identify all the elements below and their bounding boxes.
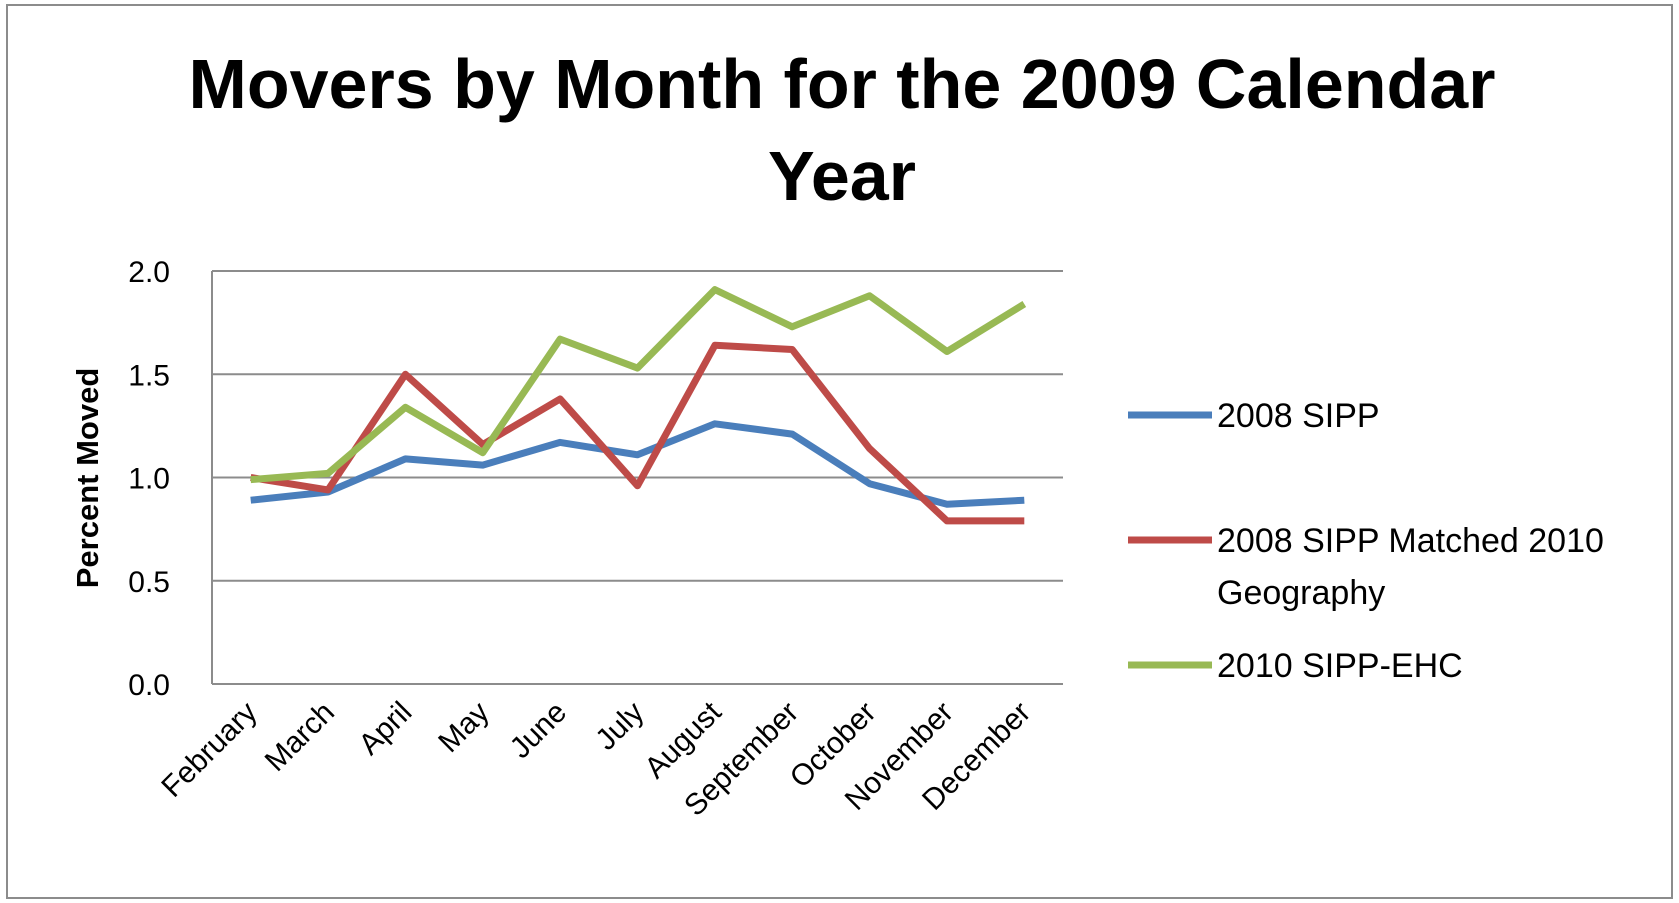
x-tick-label: May [432,696,495,759]
series-line [250,341,1025,525]
y-tick-labels: 0.0 0.5 1.0 1.5 2.0 [128,256,170,702]
gridlines [212,270,1063,582]
x-tick-label: March [259,696,341,778]
series-line [250,420,1025,508]
y-tick-label: 1.5 [128,359,170,392]
y-tick-label: 1.0 [128,463,170,496]
chart-title: Movers by Month for the 2009 Calendar Yea… [189,45,1496,215]
legend-label: Geography [1217,574,1385,612]
chart-title-line: Movers by Month for the 2009 Calendar [189,45,1496,123]
chart-title-line: Year [768,137,916,215]
y-axis-label: Percent Moved [70,368,105,589]
x-tick-label: July [589,696,650,757]
y-tick-label: 0.0 [128,669,170,702]
series-lines [250,286,1027,525]
x-tick-label: February [155,696,263,804]
legend-label: 2010 SIPP-EHC [1217,647,1463,685]
legend-label: 2008 SIPP [1217,397,1380,435]
y-tick-label: 2.0 [128,256,170,289]
series-line [250,286,1027,484]
legend-label: 2008 SIPP Matched 2010 [1217,522,1604,560]
y-tick-label: 0.5 [128,566,170,599]
x-tick-label: June [504,696,573,765]
chart-frame [6,4,1673,899]
x-tick-label: April [353,696,419,762]
axes [211,271,1063,685]
legend: 2008 SIPP 2008 SIPP Matched 2010 Geography… [1128,397,1604,685]
